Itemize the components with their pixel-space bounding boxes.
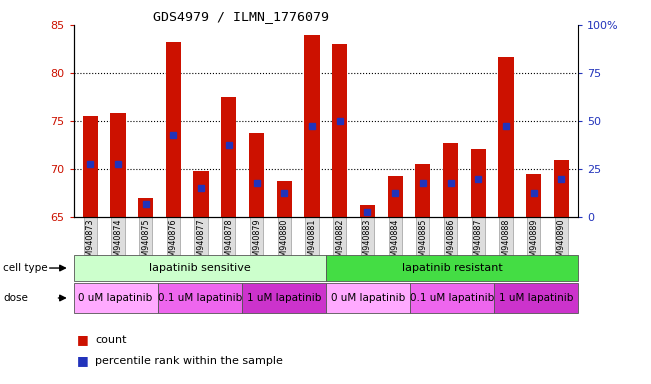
Bar: [83, 116, 98, 217]
Text: ■: ■: [77, 333, 89, 346]
Bar: [499, 56, 514, 217]
Bar: [526, 174, 542, 217]
Bar: [554, 160, 569, 217]
Text: 1 uM lapatinib: 1 uM lapatinib: [499, 293, 574, 303]
Bar: [249, 133, 264, 217]
Text: dose: dose: [3, 293, 28, 303]
Bar: [443, 143, 458, 217]
Text: lapatinib sensitive: lapatinib sensitive: [149, 263, 251, 273]
Text: GDS4979 / ILMN_1776079: GDS4979 / ILMN_1776079: [153, 10, 329, 23]
Bar: [332, 44, 348, 217]
Bar: [360, 205, 375, 217]
Bar: [110, 113, 126, 217]
Text: ■: ■: [77, 354, 89, 367]
Text: 1 uM lapatinib: 1 uM lapatinib: [247, 293, 321, 303]
Text: 0 uM lapatinib: 0 uM lapatinib: [79, 293, 153, 303]
Bar: [304, 35, 320, 217]
Text: percentile rank within the sample: percentile rank within the sample: [95, 356, 283, 366]
Bar: [193, 171, 209, 217]
Text: lapatinib resistant: lapatinib resistant: [402, 263, 503, 273]
Bar: [471, 149, 486, 217]
Text: 0 uM lapatinib: 0 uM lapatinib: [331, 293, 405, 303]
Bar: [138, 198, 153, 217]
Text: cell type: cell type: [3, 263, 48, 273]
Bar: [277, 181, 292, 217]
Bar: [415, 164, 430, 217]
Bar: [387, 175, 403, 217]
Bar: [166, 42, 181, 217]
Text: 0.1 uM lapatinib: 0.1 uM lapatinib: [158, 293, 242, 303]
Text: 0.1 uM lapatinib: 0.1 uM lapatinib: [410, 293, 494, 303]
Bar: [221, 97, 236, 217]
Text: count: count: [95, 335, 126, 345]
